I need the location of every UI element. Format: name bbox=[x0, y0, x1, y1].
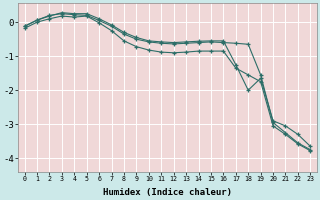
X-axis label: Humidex (Indice chaleur): Humidex (Indice chaleur) bbox=[103, 188, 232, 197]
